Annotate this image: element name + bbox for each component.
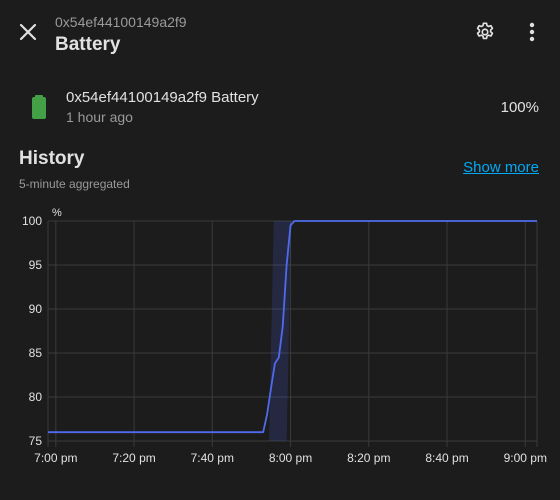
entity-row[interactable]: 0x54ef44100149a2f9 Battery 1 hour ago 10… (0, 82, 560, 134)
y-tick-label: 90 (29, 302, 43, 316)
history-title: History (19, 148, 85, 169)
x-tick-label: 8:40 pm (425, 451, 468, 465)
close-button[interactable] (12, 16, 44, 48)
battery-full-icon (32, 95, 46, 119)
dialog-header: 0x54ef44100149a2f9 Battery (0, 0, 560, 64)
settings-button[interactable] (470, 17, 500, 47)
y-tick-label: 80 (29, 390, 43, 404)
history-chart: % 75 80 85 90 95 100 7:00 pm 7:20 pm 7:40 pm 8:0… (22, 207, 547, 465)
series-line (48, 220, 537, 434)
show-more-link[interactable]: Show more (463, 159, 539, 176)
history-subtitle: 5-minute aggregated (19, 177, 130, 191)
dialog-subtitle: 0x54ef44100149a2f9 (55, 14, 187, 30)
entity-state: 100% (500, 99, 539, 116)
x-tick-label: 9:00 pm (504, 451, 547, 465)
y-tick-label: 75 (29, 434, 43, 448)
y-unit-label: % (52, 207, 62, 219)
dialog-title: Battery (55, 34, 121, 55)
entity-name: 0x54ef44100149a2f9 Battery (66, 89, 259, 106)
x-tick-label: 7:40 pm (191, 451, 234, 465)
y-tick-label: 95 (29, 258, 43, 272)
x-tick-label: 8:20 pm (347, 451, 390, 465)
y-tick-label: 100 (22, 214, 42, 228)
close-icon (19, 23, 37, 41)
x-tick-label: 7:20 pm (112, 451, 155, 465)
entity-last-changed: 1 hour ago (66, 109, 133, 125)
x-tick-label: 7:00 pm (34, 451, 77, 465)
more-options-button[interactable] (517, 17, 547, 47)
more-vertical-icon (529, 22, 535, 42)
gear-icon (476, 22, 494, 40)
y-tick-label: 85 (29, 346, 43, 360)
x-tick-label: 8:00 pm (269, 451, 312, 465)
